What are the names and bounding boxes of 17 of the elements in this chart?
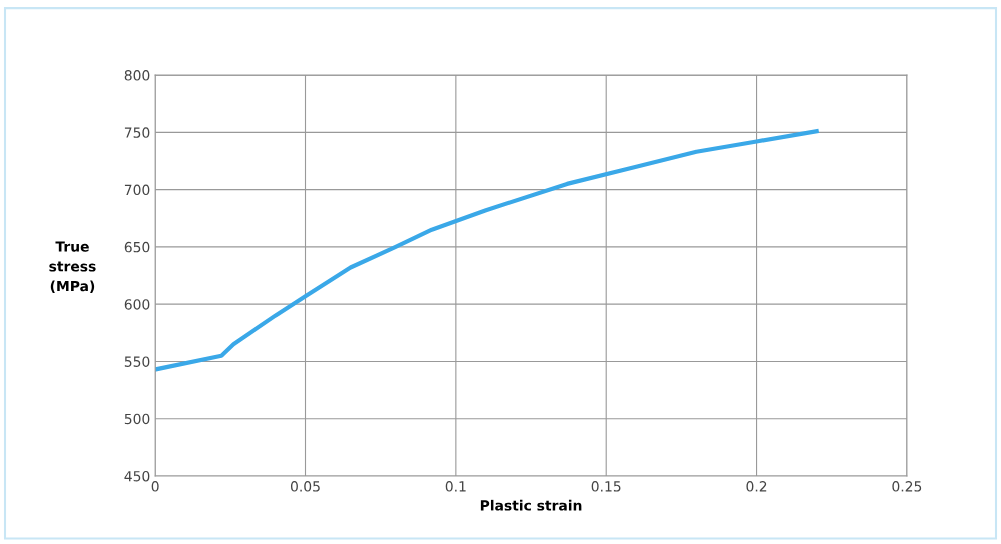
x-tick-label: 0.15 xyxy=(591,481,621,492)
x-axis-title: Plastic strain xyxy=(480,499,582,511)
x-tick-label: 0.05 xyxy=(290,481,320,492)
x-tick-label: 0.2 xyxy=(746,481,767,492)
x-tick-label: 0.1 xyxy=(445,481,466,492)
y-tick-label: 550 xyxy=(124,356,150,367)
y-tick-label: 700 xyxy=(124,184,150,196)
y-tick-label: 500 xyxy=(124,413,150,425)
y-tick-label: 750 xyxy=(124,127,150,138)
line-series xyxy=(155,129,819,372)
y-tick-label: 800 xyxy=(124,70,150,81)
y-tick-label: 450 xyxy=(124,470,150,482)
x-tick-label: 0.25 xyxy=(892,481,922,492)
y-tick-label: 650 xyxy=(124,241,150,253)
x-tick-label: 0 xyxy=(151,481,159,492)
y-axis-title: True stress (MPa) xyxy=(49,241,96,293)
y-tick-label: 600 xyxy=(124,299,150,310)
